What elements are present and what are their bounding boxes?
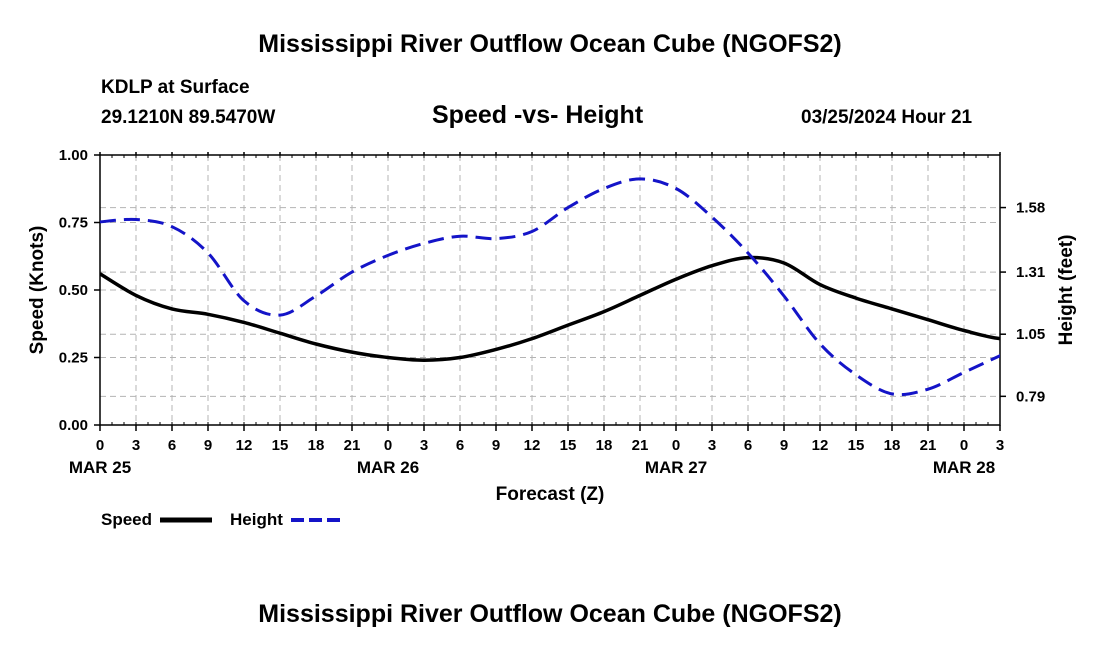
x-tick-label: 15 — [560, 437, 577, 454]
y-tick-label-left: 0.00 — [59, 417, 88, 434]
series-layer — [100, 177, 1000, 397]
legend-height-label: Height — [230, 510, 283, 529]
series-line-height — [100, 177, 1000, 397]
y-axis-title-right: Height (feet) — [1056, 235, 1077, 346]
series-line-speed — [100, 255, 1000, 362]
x-tick-label: 0 — [672, 437, 680, 454]
legend-speed-label: Speed — [101, 510, 152, 529]
x-tick-label: 12 — [236, 437, 253, 454]
x-tick-label: 0 — [960, 437, 968, 454]
forecast-datetime: 03/25/2024 Hour 21 — [801, 107, 973, 128]
legend: Speed Height — [101, 510, 343, 529]
y-tick-label-left: 0.75 — [59, 215, 88, 232]
y-tick-label-left: 1.00 — [59, 147, 88, 164]
axes — [94, 152, 1006, 431]
y-tick-label-right: 1.58 — [1016, 200, 1045, 217]
date-label: MAR 28 — [933, 458, 995, 477]
date-label: MAR 26 — [357, 458, 419, 477]
x-tick-label: 15 — [272, 437, 289, 454]
y-tick-label-left: 0.25 — [59, 350, 88, 367]
chart-subtitle: Speed -vs- Height — [432, 101, 644, 129]
x-tick-label: 21 — [920, 437, 937, 454]
y-axis-title-left: Speed (Knots) — [27, 226, 48, 355]
x-tick-label: 12 — [812, 437, 829, 454]
station-label: KDLP at Surface — [101, 77, 250, 98]
x-axis-title: Forecast (Z) — [496, 484, 605, 505]
axis-labels: 0 3 6 9 12 15 18 21 0 3 6 9 12 15 18 21 0 3 6 9 12 15 18 21 0 3MA… — [27, 147, 1077, 505]
x-tick-label: 12 — [524, 437, 541, 454]
x-tick-label: 21 — [344, 437, 361, 454]
x-tick-label: 21 — [632, 437, 649, 454]
x-tick-label: 6 — [744, 437, 752, 454]
x-tick-label: 9 — [492, 437, 500, 454]
x-tick-label: 3 — [996, 437, 1004, 454]
location-coordinates: 29.1210N 89.5470W — [101, 107, 276, 128]
footer-title: Mississippi River Outflow Ocean Cube (NG… — [258, 600, 842, 628]
x-tick-label: 6 — [456, 437, 464, 454]
x-tick-label: 0 — [384, 437, 392, 454]
y-tick-label-left: 0.50 — [59, 282, 88, 299]
date-label: MAR 25 — [69, 458, 131, 477]
x-tick-label: 18 — [596, 437, 613, 454]
x-tick-label: 3 — [708, 437, 716, 454]
x-tick-label: 0 — [96, 437, 104, 454]
chart-title: Mississippi River Outflow Ocean Cube (NG… — [258, 30, 842, 58]
grid-lines — [100, 155, 1000, 425]
x-tick-label: 18 — [884, 437, 901, 454]
x-tick-label: 6 — [168, 437, 176, 454]
y-tick-label-right: 0.79 — [1016, 388, 1045, 405]
x-tick-label: 9 — [780, 437, 788, 454]
x-tick-label: 3 — [420, 437, 428, 454]
y-tick-label-right: 1.31 — [1016, 264, 1045, 281]
x-tick-label: 9 — [204, 437, 212, 454]
x-tick-label: 15 — [848, 437, 865, 454]
y-tick-label-right: 1.05 — [1016, 326, 1045, 343]
x-tick-label: 3 — [132, 437, 140, 454]
x-tick-label: 18 — [308, 437, 325, 454]
date-label: MAR 27 — [645, 458, 707, 477]
